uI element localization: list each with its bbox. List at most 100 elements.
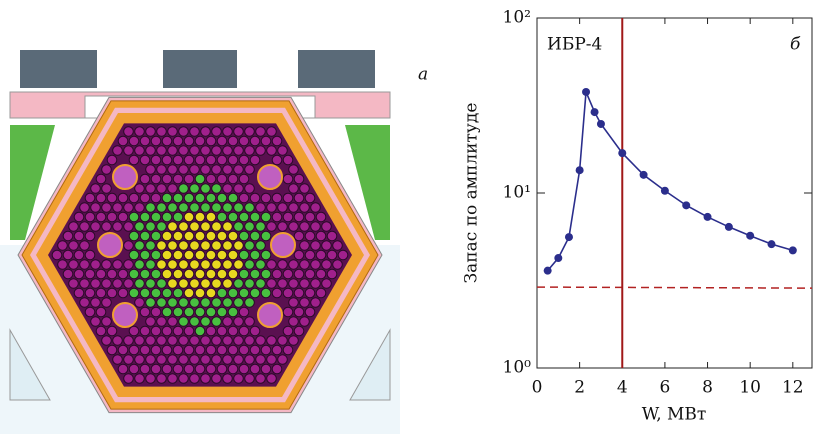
fuel-rod (239, 193, 249, 203)
fuel-rod (322, 222, 332, 232)
fuel-rod (212, 298, 222, 308)
fuel-rod (245, 165, 255, 175)
fuel-rod (206, 136, 216, 146)
fuel-rod (151, 155, 161, 165)
fuel-rod (179, 260, 189, 270)
fuel-rod (256, 241, 266, 251)
fuel-rod (272, 155, 282, 165)
fuel-rod (151, 269, 161, 279)
fuel-rod (102, 222, 112, 232)
fuel-rod (96, 212, 106, 222)
fuel-rod (212, 374, 222, 384)
fuel-rod (245, 374, 255, 384)
fuel-rod (294, 212, 304, 222)
fuel-rod (223, 127, 233, 137)
fuel-rod (63, 269, 73, 279)
fuel-rod (80, 298, 90, 308)
fuel-rod (250, 212, 260, 222)
fuel-rod (69, 260, 79, 270)
fuel-rod (195, 155, 205, 165)
fuel-rod (217, 193, 227, 203)
fuel-rod (63, 231, 73, 241)
fuel-rod (201, 165, 211, 175)
fuel-rod (267, 336, 277, 346)
data-point (554, 254, 562, 262)
fuel-rod (157, 279, 167, 289)
fuel-rod (239, 307, 249, 317)
fuel-rod (195, 193, 205, 203)
fuel-rod (173, 326, 183, 336)
fuel-rod (300, 222, 310, 232)
fuel-rod (140, 231, 150, 241)
fuel-rod (278, 355, 288, 365)
fuel-rod (223, 184, 233, 194)
fuel-rod (162, 136, 172, 146)
fuel-rod (162, 326, 172, 336)
fuel-rod (217, 307, 227, 317)
fuel-rod (256, 222, 266, 232)
fuel-rod (223, 355, 233, 365)
fuel-rod (289, 279, 299, 289)
fuel-rod (179, 146, 189, 156)
y-tick-label: 10² (503, 8, 531, 28)
fuel-rod (289, 184, 299, 194)
data-point (746, 232, 754, 240)
fuel-rod (179, 336, 189, 346)
fuel-rod (190, 260, 200, 270)
fuel-rod (129, 231, 139, 241)
fuel-rod (107, 193, 117, 203)
fuel-rod (300, 317, 310, 327)
fuel-rod (300, 184, 310, 194)
fuel-rod (190, 317, 200, 327)
fuel-rod (212, 260, 222, 270)
fuel-rod (212, 203, 222, 213)
fuel-rod (201, 355, 211, 365)
fuel-rod (168, 336, 178, 346)
fuel-rod (184, 326, 194, 336)
fuel-rod (102, 298, 112, 308)
fuel-rod (234, 241, 244, 251)
fuel-rod (157, 336, 167, 346)
fuel-rod (179, 374, 189, 384)
fuel-rod (157, 260, 167, 270)
fuel-rod (212, 336, 222, 346)
data-point (704, 213, 712, 221)
fuel-rod (151, 231, 161, 241)
fuel-rod (168, 298, 178, 308)
fuel-rod (223, 374, 233, 384)
fuel-rod (239, 212, 249, 222)
fuel-rod (245, 336, 255, 346)
fuel-rod (107, 326, 117, 336)
fuel-rod (162, 288, 172, 298)
control-rod (113, 303, 137, 327)
fuel-rod (173, 193, 183, 203)
fuel-rod (267, 355, 277, 365)
block (20, 50, 97, 88)
data-point (640, 171, 648, 179)
fuel-rod (113, 336, 123, 346)
fuel-rod (179, 203, 189, 213)
fuel-rod (162, 155, 172, 165)
fuel-rod (146, 317, 156, 327)
fuel-rod (289, 203, 299, 213)
fuel-rod (294, 269, 304, 279)
threshold-line (537, 287, 812, 288)
fuel-rod (195, 345, 205, 355)
fuel-rod (118, 364, 128, 374)
fuel-rod (333, 241, 343, 251)
fuel-rod (157, 203, 167, 213)
fuel-rod (228, 136, 238, 146)
fuel-rod (250, 155, 260, 165)
fuel-rod (300, 298, 310, 308)
fuel-rod (113, 355, 123, 365)
fuel-rod (190, 336, 200, 346)
fuel-rod (283, 155, 293, 165)
fuel-rod (206, 345, 216, 355)
fuel-rod (129, 136, 139, 146)
panel-label: б (790, 35, 801, 55)
fuel-rod (129, 212, 139, 222)
fuel-rod (195, 174, 205, 184)
fuel-rod (234, 279, 244, 289)
fuel-rod (168, 317, 178, 327)
fuel-rod (162, 269, 172, 279)
